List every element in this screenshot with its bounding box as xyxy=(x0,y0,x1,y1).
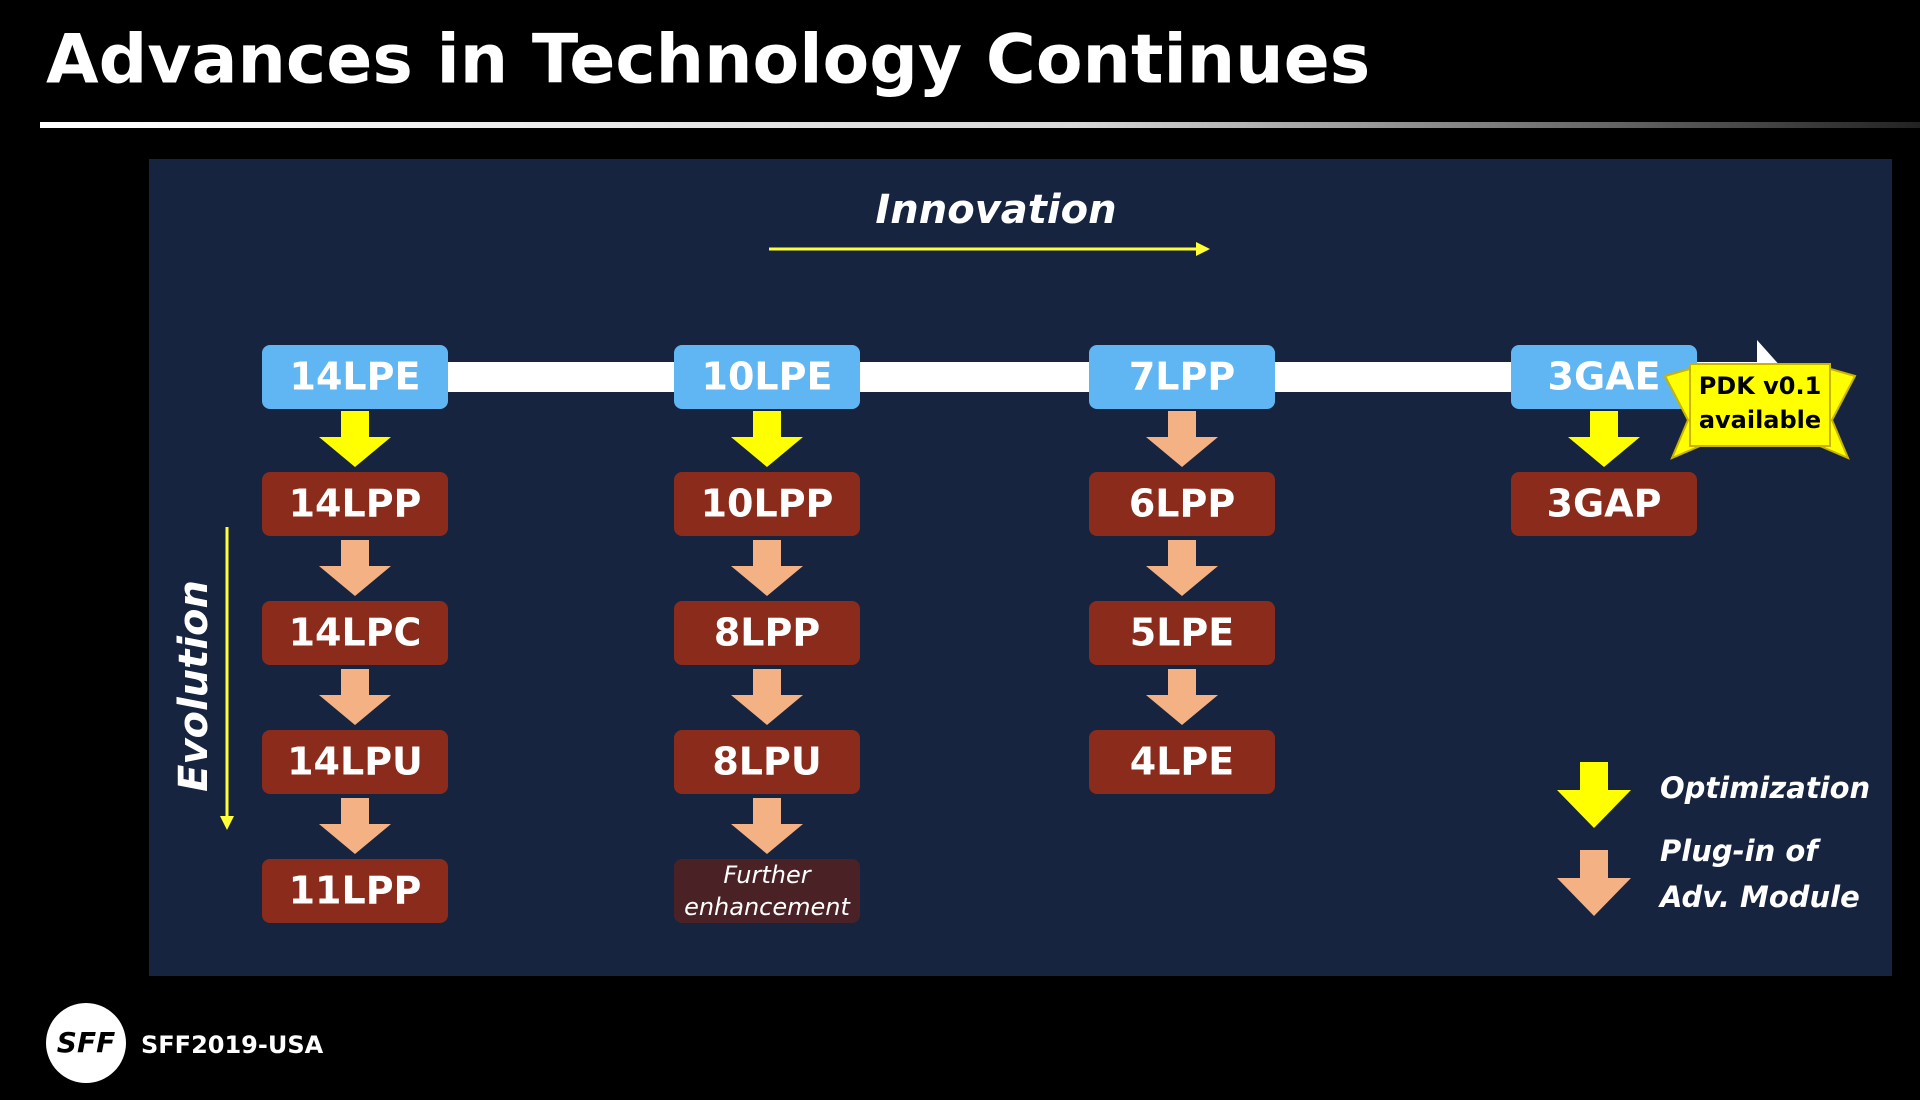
derivative-node xyxy=(262,859,448,923)
legend-orange-arrow xyxy=(1557,850,1631,916)
nodes: 14LPE 14LPP 14LPC 14LPU 11LPP 10LPE 10LPP 8LPP 8… xyxy=(262,345,1697,923)
derivative-node-label: 10LPP xyxy=(701,482,834,526)
derivative-node xyxy=(1089,730,1275,794)
legend-text: Adv. Module xyxy=(1658,880,1860,914)
derivative-node xyxy=(1089,601,1275,665)
process-node-label: 3GAE xyxy=(1548,355,1661,399)
derivative-node-label: 8LPP xyxy=(714,611,820,655)
flow-arrow xyxy=(319,540,391,596)
derivative-node xyxy=(262,601,448,665)
legend-yellow-arrow xyxy=(1557,762,1631,828)
logo xyxy=(46,1003,126,1083)
derivative-node-label: 8LPU xyxy=(712,740,821,784)
further-node-label: Further xyxy=(723,861,812,889)
flow-arrow xyxy=(1568,411,1640,467)
panel xyxy=(149,159,1892,976)
process-node xyxy=(674,345,860,409)
derivative-node xyxy=(1511,472,1697,536)
evolution-label-group: Evolution xyxy=(171,580,217,792)
innovation-label: Innovation xyxy=(875,187,1116,233)
derivative-node-label: 5LPE xyxy=(1130,611,1234,655)
flow-arrow xyxy=(1146,411,1218,467)
legend-text: Optimization xyxy=(1660,771,1870,805)
badge-text: available xyxy=(1699,406,1821,434)
process-node xyxy=(1089,345,1275,409)
badge: PDK v0.1 available xyxy=(1663,363,1857,460)
derivative-node xyxy=(1089,472,1275,536)
process-node-label: 10LPE xyxy=(702,355,833,399)
process-node-label: 7LPP xyxy=(1129,355,1235,399)
flow-arrow xyxy=(319,798,391,854)
derivative-node-label: 14LPP xyxy=(289,482,422,526)
flow-arrow xyxy=(731,798,803,854)
derivative-node xyxy=(262,472,448,536)
derivative-node-label: 4LPE xyxy=(1130,740,1234,784)
process-node-label: 14LPE xyxy=(290,355,421,399)
derivative-node xyxy=(674,472,860,536)
further-node-label: enhancement xyxy=(684,893,851,921)
derivative-node xyxy=(674,601,860,665)
title-underline xyxy=(40,122,1920,128)
derivative-node-label: 14LPC xyxy=(289,611,422,655)
flow-arrow xyxy=(319,411,391,467)
derivative-node xyxy=(262,730,448,794)
derivative-node-label: 11LPP xyxy=(289,869,422,913)
legend: Optimization Plug-in of Adv. Module xyxy=(1557,762,1870,916)
legend-text: Plug-in of xyxy=(1660,834,1821,868)
innovation-arrowhead xyxy=(1196,242,1210,256)
flow-arrow xyxy=(731,411,803,467)
badge-body xyxy=(1689,363,1831,447)
flow-arrow xyxy=(731,669,803,725)
flow-arrow xyxy=(1146,669,1218,725)
evolution-label: Evolution xyxy=(171,580,217,792)
slide-title: Advances in Technology Continues xyxy=(46,21,1370,100)
derivative-node xyxy=(674,730,860,794)
process-node xyxy=(1511,345,1697,409)
evolution-arrowhead xyxy=(220,816,234,830)
further-node xyxy=(674,859,860,923)
logo-text: SFF xyxy=(57,1026,115,1059)
derivative-node-label: 14LPU xyxy=(287,740,423,784)
flow-arrow xyxy=(731,540,803,596)
badge-text: PDK v0.1 xyxy=(1699,372,1822,400)
derivative-node-label: 3GAP xyxy=(1547,482,1662,526)
footer-event: SFF2019-USA xyxy=(141,1031,324,1059)
derivative-node-label: 6LPP xyxy=(1129,482,1235,526)
flow-arrow xyxy=(319,669,391,725)
flow-arrow xyxy=(1146,540,1218,596)
process-node xyxy=(262,345,448,409)
